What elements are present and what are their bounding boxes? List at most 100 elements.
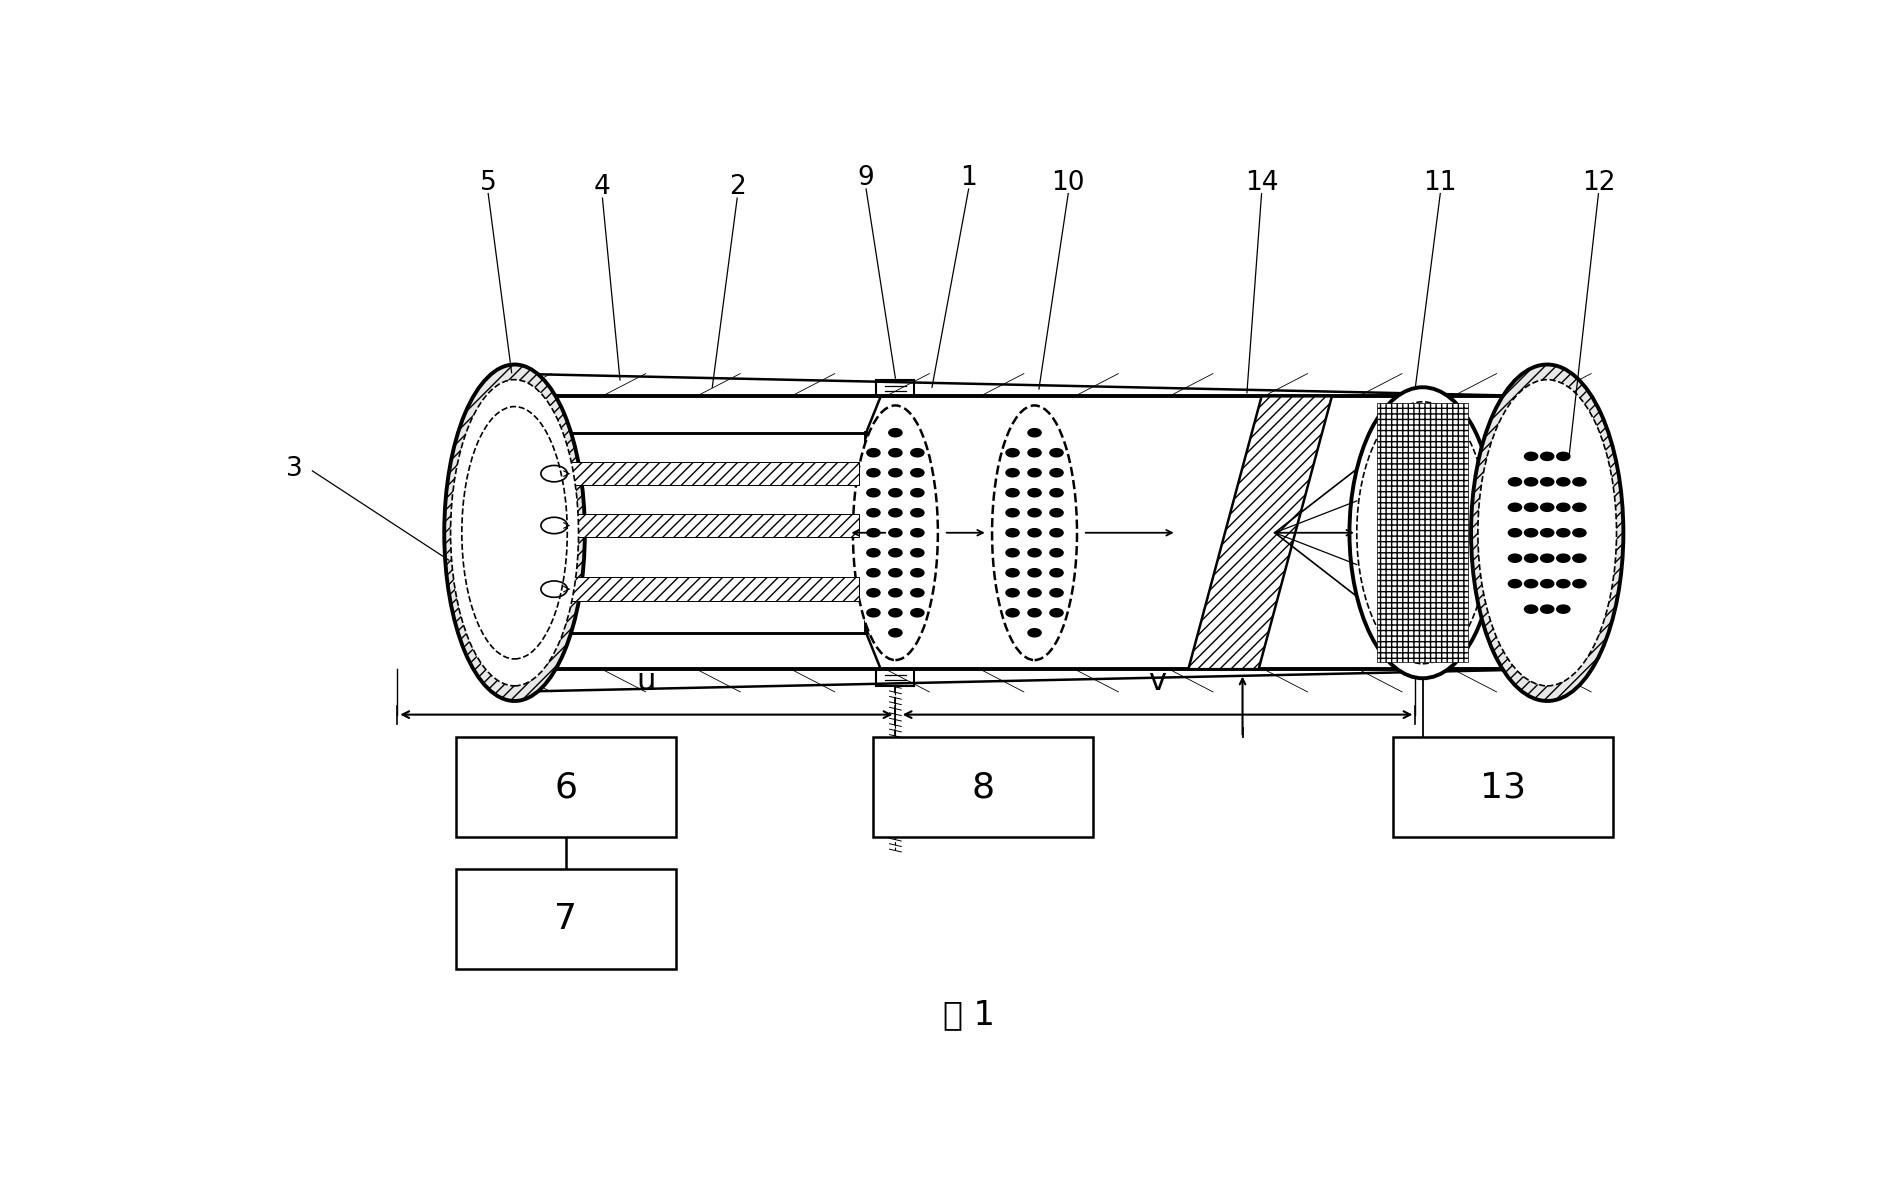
Circle shape (1524, 554, 1538, 562)
Ellipse shape (992, 405, 1077, 660)
Circle shape (888, 628, 901, 637)
Circle shape (1050, 569, 1062, 576)
Circle shape (1524, 529, 1538, 537)
Circle shape (1050, 588, 1062, 596)
Text: 13: 13 (1479, 770, 1526, 804)
Circle shape (910, 608, 924, 616)
Circle shape (1572, 554, 1585, 562)
Circle shape (888, 489, 901, 497)
Circle shape (867, 469, 880, 477)
Circle shape (1005, 469, 1018, 477)
Circle shape (1028, 569, 1041, 576)
Circle shape (1540, 605, 1553, 613)
Circle shape (1557, 605, 1570, 613)
Text: 10: 10 (1050, 170, 1084, 196)
Circle shape (888, 429, 901, 437)
Text: 5: 5 (480, 170, 497, 196)
Circle shape (1524, 605, 1538, 613)
Bar (873, 737, 1092, 837)
Circle shape (1507, 554, 1521, 562)
Circle shape (1572, 478, 1585, 485)
Bar (455, 737, 674, 837)
Circle shape (1028, 469, 1041, 477)
Circle shape (1050, 469, 1062, 477)
Ellipse shape (852, 405, 937, 660)
Circle shape (1028, 608, 1041, 616)
Text: 2: 2 (729, 174, 744, 201)
Circle shape (910, 529, 924, 537)
Circle shape (867, 509, 880, 517)
Circle shape (867, 489, 880, 497)
Circle shape (1524, 580, 1538, 588)
Circle shape (867, 588, 880, 596)
Circle shape (1557, 580, 1570, 588)
Circle shape (1050, 509, 1062, 517)
Circle shape (1540, 452, 1553, 461)
Ellipse shape (450, 379, 578, 686)
Circle shape (867, 608, 880, 616)
Circle shape (1572, 580, 1585, 588)
Circle shape (910, 489, 924, 497)
Bar (865, 432, 884, 633)
Circle shape (1005, 489, 1018, 497)
Text: 7: 7 (553, 902, 576, 937)
Circle shape (910, 469, 924, 477)
Circle shape (1507, 478, 1521, 485)
Circle shape (1540, 503, 1553, 511)
Circle shape (1050, 549, 1062, 557)
Circle shape (1540, 580, 1553, 588)
Circle shape (1005, 549, 1018, 557)
Circle shape (1557, 554, 1570, 562)
Text: 9: 9 (858, 165, 875, 191)
Text: 4: 4 (593, 174, 610, 201)
Text: 11: 11 (1422, 170, 1456, 196)
Ellipse shape (1349, 387, 1496, 678)
Circle shape (1005, 509, 1018, 517)
Circle shape (1050, 529, 1062, 537)
Circle shape (910, 509, 924, 517)
Circle shape (1050, 449, 1062, 457)
Circle shape (867, 449, 880, 457)
Bar (455, 869, 674, 970)
Circle shape (1524, 452, 1538, 461)
Text: 8: 8 (971, 770, 994, 804)
Circle shape (1557, 529, 1570, 537)
Circle shape (1572, 503, 1585, 511)
Text: 1: 1 (960, 165, 977, 191)
Bar (565, 578, 858, 601)
Text: 14: 14 (1245, 170, 1277, 196)
Circle shape (1557, 478, 1570, 485)
Polygon shape (1188, 397, 1332, 670)
Circle shape (1507, 529, 1521, 537)
Circle shape (1050, 608, 1062, 616)
Circle shape (888, 549, 901, 557)
Circle shape (1005, 588, 1018, 596)
Circle shape (1028, 549, 1041, 557)
Ellipse shape (1477, 379, 1615, 686)
Circle shape (1507, 503, 1521, 511)
Circle shape (1540, 554, 1553, 562)
Circle shape (888, 588, 901, 596)
Circle shape (867, 549, 880, 557)
Circle shape (1540, 478, 1553, 485)
Text: 12: 12 (1581, 170, 1615, 196)
Circle shape (910, 588, 924, 596)
Circle shape (1028, 509, 1041, 517)
Circle shape (1050, 489, 1062, 497)
Text: v: v (1149, 667, 1166, 697)
Circle shape (1005, 449, 1018, 457)
Text: 3: 3 (287, 456, 302, 482)
Text: 图 1: 图 1 (943, 998, 994, 1031)
Circle shape (867, 529, 880, 537)
Text: 6: 6 (553, 770, 576, 804)
Circle shape (888, 469, 901, 477)
Ellipse shape (1470, 365, 1623, 702)
Ellipse shape (444, 365, 584, 702)
Circle shape (1005, 569, 1018, 576)
Circle shape (888, 449, 901, 457)
Circle shape (888, 509, 901, 517)
Circle shape (1572, 529, 1585, 537)
Circle shape (1524, 503, 1538, 511)
Circle shape (888, 529, 901, 537)
Bar (565, 462, 858, 485)
